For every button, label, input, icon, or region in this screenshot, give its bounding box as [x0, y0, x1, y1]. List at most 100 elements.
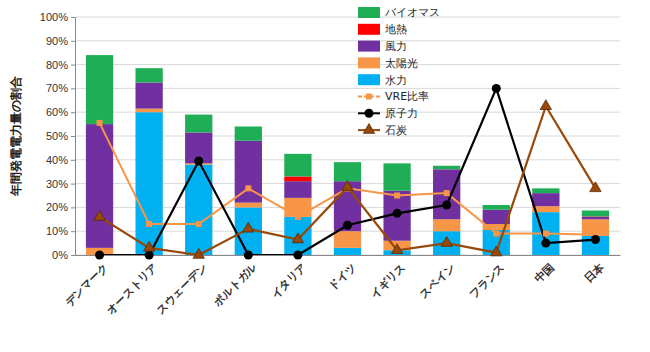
- x-tick-label: イタリア: [269, 261, 309, 301]
- x-axis-line: [76, 255, 621, 256]
- marker: [541, 239, 550, 248]
- bar-segment: [136, 112, 163, 255]
- bar-segment: [582, 236, 609, 255]
- marker: [244, 251, 253, 260]
- bar-segment: [284, 154, 311, 177]
- y-tick-mark: [71, 160, 75, 161]
- y-tick-mark: [71, 112, 75, 113]
- x-tick-label: ポルトガル: [210, 260, 259, 309]
- bar-segment: [334, 248, 361, 255]
- marker: [393, 209, 402, 218]
- marker: [292, 233, 303, 243]
- bar-segment: [334, 231, 361, 248]
- legend: バイオマス地熱風力太陽光水力 VRE比率原子力石炭: [358, 6, 440, 137]
- y-tick-label: 70%: [46, 82, 68, 94]
- legend-item: 地熱: [358, 23, 407, 36]
- y-tick-mark: [71, 17, 75, 18]
- legend-label: 地熱: [384, 23, 407, 36]
- x-tick-label: スペイン: [417, 261, 457, 301]
- legend-label: VRE比率: [385, 90, 429, 103]
- marker: [391, 244, 402, 254]
- legend-item: 原子力: [358, 107, 418, 120]
- x-tick-label: 中国: [532, 261, 556, 285]
- y-tick: 40%: [46, 154, 75, 166]
- y-tick: 90%: [46, 35, 75, 47]
- marker: [543, 231, 549, 237]
- x-tick: スウェーデン: [154, 255, 209, 316]
- legend-swatch: [358, 7, 380, 18]
- legend-swatch: [358, 24, 380, 35]
- marker: [193, 248, 204, 258]
- marker: [97, 120, 103, 126]
- y-tick-label: 60%: [46, 106, 68, 118]
- y-tick-label: 30%: [46, 178, 68, 190]
- bar-segment: [136, 68, 163, 82]
- y-tick-label: 100%: [40, 11, 68, 23]
- y-tick: 60%: [46, 106, 75, 118]
- grid-line: [75, 64, 620, 65]
- marker: [591, 235, 600, 244]
- legend-label: 原子力: [385, 107, 418, 120]
- bar-segment: [582, 217, 609, 219]
- x-tick-label: デンマーク: [62, 261, 109, 308]
- marker: [540, 100, 551, 110]
- legend-swatch: [358, 57, 380, 68]
- y-tick: 50%: [46, 130, 75, 142]
- marker: [196, 221, 202, 227]
- y-tick: 100%: [40, 11, 75, 23]
- marker: [146, 221, 152, 227]
- bar-segment: [235, 203, 262, 208]
- marker: [590, 182, 601, 192]
- legend-label: 風力: [385, 40, 407, 53]
- y-axis-line: [71, 18, 76, 256]
- x-tick-label: ドイツ: [326, 261, 358, 293]
- grid: [75, 17, 620, 255]
- y-axis: 0% 10% 20% 30% 40% 50% 60% 70% 80% 90% 100%: [40, 11, 76, 261]
- x-tick-label: 日本: [582, 260, 607, 285]
- bars: [86, 55, 609, 255]
- bar-segment: [284, 176, 311, 181]
- bar-segment: [433, 219, 460, 231]
- bar-segment: [383, 163, 410, 190]
- bar-segment: [334, 162, 361, 181]
- x-tick: フランス: [467, 255, 507, 300]
- marker: [441, 237, 452, 247]
- marker: [293, 251, 302, 260]
- legend-label: 水力: [385, 74, 407, 87]
- x-tick: ドイツ: [326, 255, 358, 293]
- y-tick: 20%: [46, 201, 75, 213]
- x-tick: ポルトガル: [210, 255, 259, 309]
- marker: [144, 241, 155, 251]
- markers: [94, 84, 601, 260]
- legend-item: 太陽光: [358, 57, 418, 70]
- legend-marker: [366, 94, 372, 100]
- bar-segment: [235, 126, 262, 140]
- marker: [145, 251, 154, 260]
- marker: [492, 84, 501, 93]
- line: [100, 106, 596, 255]
- legend-marker: [365, 109, 374, 118]
- legend-swatch: [358, 41, 380, 52]
- y-tick-mark: [71, 255, 75, 256]
- y-tick: 10%: [46, 225, 75, 237]
- bar-segment: [433, 231, 460, 255]
- bar-segment: [136, 109, 163, 113]
- x-tick: 日本: [582, 255, 607, 285]
- y-tick-label: 0%: [52, 249, 68, 261]
- lines: [100, 88, 596, 255]
- x-tick: イタリア: [269, 255, 309, 300]
- y-tick-mark: [71, 41, 75, 42]
- legend-marker: [363, 124, 374, 134]
- bar-segment: [86, 55, 113, 124]
- y-tick: 80%: [46, 59, 75, 71]
- x-tick-label: フランス: [467, 261, 507, 301]
- marker: [94, 210, 105, 220]
- y-tick-mark: [71, 231, 75, 232]
- legend-swatch: [358, 74, 380, 85]
- marker: [95, 251, 104, 260]
- legend-item: バイオマス: [358, 6, 440, 19]
- marker: [493, 231, 499, 237]
- legend-label: 石炭: [385, 124, 407, 137]
- legend-label: 太陽光: [385, 57, 418, 70]
- x-tick-label: スウェーデン: [154, 261, 209, 316]
